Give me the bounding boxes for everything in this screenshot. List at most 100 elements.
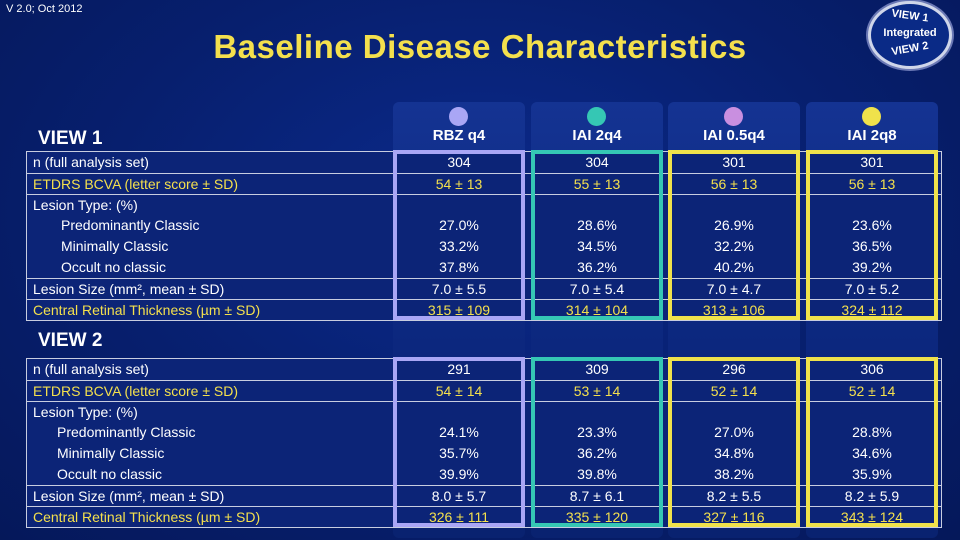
cell-iai-2q4: 304 [585, 154, 609, 170]
cell-iai-2q4: 314 ± 104 [565, 302, 629, 318]
row-label: Occult no classic [57, 466, 163, 482]
cell-rbz-q4: 39.9% [439, 466, 479, 482]
row-label: Minimally Classic [61, 238, 169, 254]
cell-iai-2q4: 53 ± 14 [573, 383, 621, 399]
cell-iai-2q8: 52 ± 14 [848, 383, 896, 399]
row-label: Central Retinal Thickness (µm ± SD) [33, 509, 261, 525]
cell-iai-2q8: 28.8% [852, 424, 892, 440]
cell-iai-2q4: 7.0 ± 5.4 [569, 281, 625, 297]
table-row: ETDRS BCVA (letter score ± SD) 54 ± 13 5… [27, 173, 941, 195]
cell-iai-05q4: 301 [722, 154, 746, 170]
cell-rbz-q4: 37.8% [439, 259, 479, 275]
cell-iai-2q4: 39.8% [577, 466, 617, 482]
cell-iai-05q4: 27.0% [714, 424, 754, 440]
cell-iai-05q4: 26.9% [714, 217, 754, 233]
view2-table: n (full analysis set) 291 309 296 306 ET… [26, 358, 942, 528]
cell-iai-05q4: 40.2% [714, 259, 754, 275]
view1-label: VIEW 1 [38, 128, 103, 149]
cell-iai-05q4: 52 ± 14 [710, 383, 758, 399]
table-row: Lesion Type: (%) [27, 194, 941, 216]
table-row: Occult no classic 37.8% 36.2% 40.2% 39.2… [27, 257, 941, 278]
cell-iai-05q4: 38.2% [714, 466, 754, 482]
version-label: V 2.0; Oct 2012 [6, 3, 83, 15]
cell-iai-2q8: 39.2% [852, 259, 892, 275]
row-label: ETDRS BCVA (letter score ± SD) [33, 383, 239, 399]
row-label: Central Retinal Thickness (µm ± SD) [33, 302, 261, 318]
table-row: Central Retinal Thickness (µm ± SD) 315 … [27, 299, 941, 321]
table-row: Predominantly Classic 24.1% 23.3% 27.0% … [27, 422, 941, 443]
cell-iai-2q4: 36.2% [577, 445, 617, 461]
view2-label: VIEW 2 [38, 330, 103, 351]
column-header-iai-2q4: IAI 2q4 [572, 127, 622, 144]
iai-05q4-dot-icon [724, 107, 743, 126]
table-row: Minimally Classic 35.7% 36.2% 34.8% 34.6… [27, 443, 941, 464]
logo-line-3: VIEW 2 [890, 39, 930, 59]
cell-iai-2q8: 301 [860, 154, 884, 170]
cell-rbz-q4: 315 ± 109 [427, 302, 491, 318]
cell-iai-2q4: 23.3% [577, 424, 617, 440]
cell-iai-2q8: 34.6% [852, 445, 892, 461]
iai-2q8-dot-icon [862, 107, 881, 126]
row-label: Lesion Type: (%) [33, 404, 138, 420]
table-row: Lesion Type: (%) [27, 401, 941, 423]
cell-rbz-q4: 33.2% [439, 238, 479, 254]
cell-iai-2q8: 23.6% [852, 217, 892, 233]
cell-iai-2q8: 306 [860, 361, 884, 377]
cell-rbz-q4: 326 ± 111 [428, 509, 490, 525]
cell-iai-2q4: 36.2% [577, 259, 617, 275]
cell-rbz-q4: 35.7% [439, 445, 479, 461]
cell-iai-05q4: 296 [722, 361, 746, 377]
cell-rbz-q4: 54 ± 14 [435, 383, 483, 399]
cell-rbz-q4: 304 [447, 154, 471, 170]
integrated-view-logo: VIEW 1 Integrated VIEW 2 [868, 1, 952, 69]
cell-iai-2q4: 335 ± 120 [565, 509, 629, 525]
cell-iai-2q8: 324 ± 112 [841, 302, 903, 318]
logo-line-1: VIEW 1 [890, 7, 930, 25]
row-label: Lesion Size (mm², mean ± SD) [33, 281, 225, 297]
cell-iai-2q4: 34.5% [577, 238, 617, 254]
cell-iai-2q8: 56 ± 13 [848, 176, 896, 192]
table-row: Minimally Classic 33.2% 34.5% 32.2% 36.5… [27, 236, 941, 257]
column-header-rbz-q4: RBZ q4 [432, 127, 486, 144]
iai-2q4-dot-icon [587, 107, 606, 126]
view1-table: n (full analysis set) 304 304 301 301 ET… [26, 151, 942, 321]
row-label: Minimally Classic [57, 445, 165, 461]
cell-iai-2q8: 343 ± 124 [840, 509, 904, 525]
cell-rbz-q4: 54 ± 13 [435, 176, 483, 192]
column-header-iai-2q8: IAI 2q8 [847, 127, 897, 144]
cell-rbz-q4: 27.0% [439, 217, 479, 233]
table-row: Central Retinal Thickness (µm ± SD) 326 … [27, 506, 941, 528]
cell-iai-05q4: 7.0 ± 4.7 [706, 281, 762, 297]
row-label: n (full analysis set) [33, 361, 149, 377]
table-row: Predominantly Classic 27.0% 28.6% 26.9% … [27, 215, 941, 236]
page-title: Baseline Disease Characteristics [213, 28, 747, 65]
row-label: Predominantly Classic [61, 217, 200, 233]
cell-iai-2q4: 28.6% [577, 217, 617, 233]
cell-iai-2q4: 55 ± 13 [573, 176, 621, 192]
table-row: Occult no classic 39.9% 39.8% 38.2% 35.9… [27, 464, 941, 485]
cell-iai-2q4: 309 [585, 361, 609, 377]
table-row: Lesion Size (mm², mean ± SD) 7.0 ± 5.5 7… [27, 278, 941, 300]
column-header-iai-05q4: IAI 0.5q4 [703, 127, 765, 144]
cell-iai-05q4: 327 ± 116 [703, 509, 765, 525]
row-label: Lesion Size (mm², mean ± SD) [33, 488, 225, 504]
row-label: ETDRS BCVA (letter score ± SD) [33, 176, 239, 192]
row-label: Lesion Type: (%) [33, 197, 138, 213]
cell-iai-2q4: 8.7 ± 6.1 [569, 488, 625, 504]
row-label: Occult no classic [61, 259, 167, 275]
cell-iai-2q8: 36.5% [852, 238, 892, 254]
logo-line-2: Integrated [883, 27, 937, 39]
cell-rbz-q4: 24.1% [439, 424, 479, 440]
cell-iai-05q4: 34.8% [714, 445, 754, 461]
cell-iai-2q8: 7.0 ± 5.2 [844, 281, 900, 297]
cell-iai-05q4: 313 ± 106 [702, 302, 766, 318]
rbz-q4-dot-icon [449, 107, 468, 126]
cell-iai-2q8: 35.9% [852, 466, 892, 482]
table-row: ETDRS BCVA (letter score ± SD) 54 ± 14 5… [27, 380, 941, 402]
table-row: n (full analysis set) 304 304 301 301 [27, 152, 941, 173]
cell-rbz-q4: 7.0 ± 5.5 [431, 281, 487, 297]
table-row: Lesion Size (mm², mean ± SD) 8.0 ± 5.7 8… [27, 485, 941, 507]
cell-rbz-q4: 8.0 ± 5.7 [431, 488, 487, 504]
cell-iai-05q4: 56 ± 13 [710, 176, 758, 192]
table-row: n (full analysis set) 291 309 296 306 [27, 359, 941, 380]
